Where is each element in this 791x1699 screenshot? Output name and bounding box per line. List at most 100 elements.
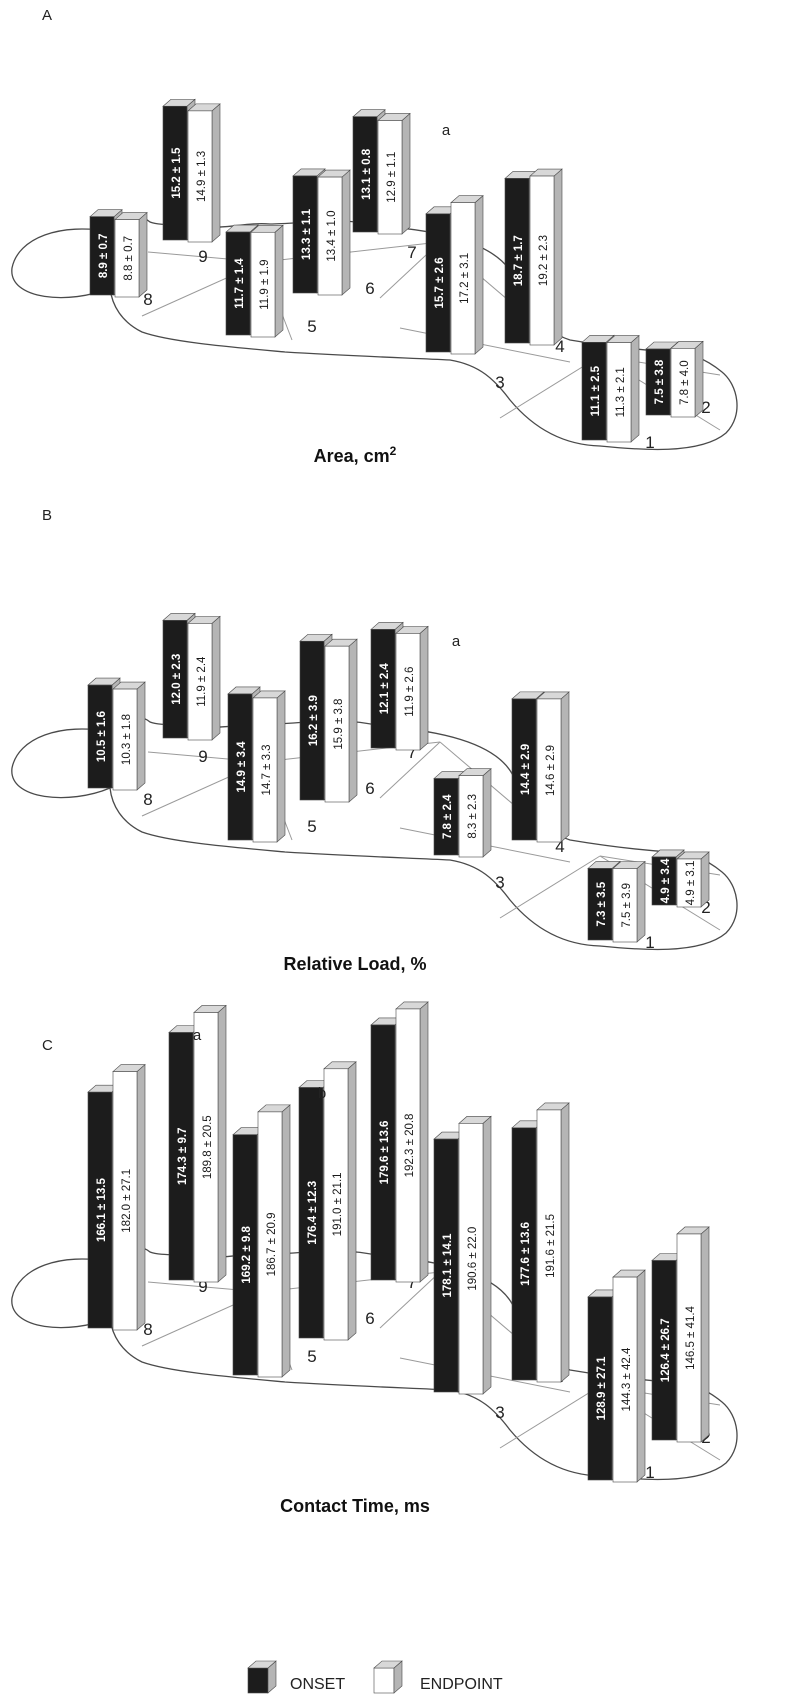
data-label: 169.2 ± 9.8 xyxy=(241,1226,253,1284)
data-label: 7.5 ± 3.9 xyxy=(621,883,633,928)
data-label: 15.2 ± 1.5 xyxy=(171,147,183,199)
endpoint-bar xyxy=(395,625,429,751)
endpoint-bar xyxy=(529,168,563,346)
region-number: 2 xyxy=(701,398,710,417)
data-label: 191.0 ± 21.1 xyxy=(332,1172,344,1236)
endpoint-bar xyxy=(676,1226,710,1443)
legend: ONSET ENDPOINT xyxy=(247,1660,503,1694)
endpoint-bar xyxy=(606,334,640,443)
data-label: 174.3 ± 9.7 xyxy=(177,1128,189,1185)
data-label: 14.9 ± 3.4 xyxy=(236,741,248,793)
endpoint-bar xyxy=(317,169,351,296)
data-label: 191.6 ± 21.5 xyxy=(545,1214,557,1278)
region-number: 6 xyxy=(365,279,374,298)
endpoint-bar xyxy=(112,681,146,791)
region-number: 5 xyxy=(307,317,316,336)
data-label: 8.8 ± 0.7 xyxy=(123,236,135,281)
region-divider xyxy=(379,1271,441,1329)
region-number: 7 xyxy=(407,1273,416,1292)
data-label: 16.2 ± 3.9 xyxy=(308,695,320,746)
region-number: 2 xyxy=(701,898,710,917)
region-number: 8 xyxy=(143,1320,152,1339)
legend-onset-label: ONSET xyxy=(290,1676,345,1693)
endpoint-bar xyxy=(112,1063,146,1331)
region-divider xyxy=(261,241,441,263)
panel-label: B xyxy=(42,507,52,524)
data-label: 189.8 ± 20.5 xyxy=(202,1115,214,1179)
data-label: 182.0 ± 27.1 xyxy=(121,1169,133,1233)
data-label: 166.1 ± 13.5 xyxy=(96,1178,108,1242)
data-label: 7.5 ± 3.8 xyxy=(654,359,666,404)
endpoint-bar xyxy=(257,1104,291,1378)
region-number: 9 xyxy=(198,747,207,766)
endpoint-bar xyxy=(324,638,358,803)
data-label: 11.9 ± 2.6 xyxy=(404,667,416,717)
data-label: 19.2 ± 2.3 xyxy=(538,235,550,286)
region-number: 7 xyxy=(407,743,416,762)
data-label: 7.8 ± 4.0 xyxy=(679,360,691,405)
data-label: 11.9 ± 1.9 xyxy=(259,260,271,310)
endpoint-bar xyxy=(377,112,411,235)
endpoint-bar xyxy=(458,1115,492,1395)
panel-area: A 1 2 3 4 5 6 7 8 9 8.9 ± 0.7 8.8 ± 0.7 15.2 ± 1.5 14… xyxy=(11,7,738,466)
endpoint-bar xyxy=(676,851,710,908)
data-label: 11.9 ± 2.4 xyxy=(196,656,208,707)
panel-relative-load: B 1 2 3 4 5 6 7 8 9 10.5 ± 1.6 10.3 ± 1.8 12.0 ± 2.3… xyxy=(11,507,738,974)
region-number: 8 xyxy=(143,790,152,809)
data-label: 14.6 ± 2.9 xyxy=(545,745,557,796)
data-label: 13.4 ± 1.0 xyxy=(326,211,338,262)
data-label: 12.9 ± 1.1 xyxy=(386,152,398,203)
data-label: 7.8 ± 2.4 xyxy=(442,794,454,839)
significance-marker: a xyxy=(193,1027,202,1044)
endpoint-bar xyxy=(187,103,221,243)
significance-marker: b xyxy=(318,1085,326,1102)
region-number: 6 xyxy=(365,779,374,798)
data-label: 12.0 ± 2.3 xyxy=(171,654,183,705)
significance-marker: a xyxy=(442,122,451,139)
data-label: 10.3 ± 1.8 xyxy=(121,714,133,765)
endpoint-bar xyxy=(536,691,570,843)
endpoint-bar xyxy=(612,860,646,943)
data-label: 190.6 ± 22.0 xyxy=(467,1227,479,1291)
endpoint-bar xyxy=(187,615,221,741)
data-label: 4.9 ± 3.1 xyxy=(685,861,697,906)
panel-label: A xyxy=(42,7,52,24)
data-label: 10.5 ± 1.6 xyxy=(96,711,108,762)
region-number: 4 xyxy=(555,337,564,356)
data-label: 12.1 ± 2.4 xyxy=(379,663,391,715)
data-label: 17.2 ± 3.1 xyxy=(459,253,471,304)
region-number: 9 xyxy=(198,1277,207,1296)
region-number: 1 xyxy=(645,933,654,952)
data-label: 126.4 ± 26.7 xyxy=(660,1318,672,1382)
data-label: 11.1 ± 2.5 xyxy=(590,365,602,416)
region-divider xyxy=(499,855,601,919)
panel-label: C xyxy=(42,1037,53,1054)
endpoint-bar xyxy=(395,1001,429,1283)
endpoint-bar xyxy=(450,194,484,355)
panel-title: Contact Time, ms xyxy=(280,1496,430,1516)
region-number: 5 xyxy=(307,1347,316,1366)
region-number: 6 xyxy=(365,1309,374,1328)
region-divider xyxy=(379,741,441,799)
endpoint-bar xyxy=(612,1269,646,1483)
region-number: 1 xyxy=(645,1463,654,1482)
endpoint-bar xyxy=(458,767,492,858)
region-number: 8 xyxy=(143,290,152,309)
region-number: 1 xyxy=(645,433,654,452)
endpoint-bar xyxy=(193,1004,227,1283)
legend-endpoint-swatch xyxy=(373,1660,403,1694)
region-number: 4 xyxy=(555,837,564,856)
panel-title: Area, cm2 xyxy=(314,444,397,466)
data-label: 11.7 ± 1.4 xyxy=(234,258,246,309)
data-label: 179.6 ± 13.6 xyxy=(379,1121,391,1185)
data-label: 18.7 ± 1.7 xyxy=(513,235,525,286)
data-label: 13.3 ± 1.1 xyxy=(301,208,313,260)
foot-outline xyxy=(11,1246,738,1481)
data-label: 176.4 ± 12.3 xyxy=(307,1181,319,1245)
significance-marker: a xyxy=(452,633,461,650)
data-label: 128.9 ± 27.1 xyxy=(596,1356,608,1420)
data-label: 15.9 ± 3.8 xyxy=(333,699,345,750)
data-label: 11.3 ± 2.1 xyxy=(615,367,627,417)
region-number: 5 xyxy=(307,817,316,836)
